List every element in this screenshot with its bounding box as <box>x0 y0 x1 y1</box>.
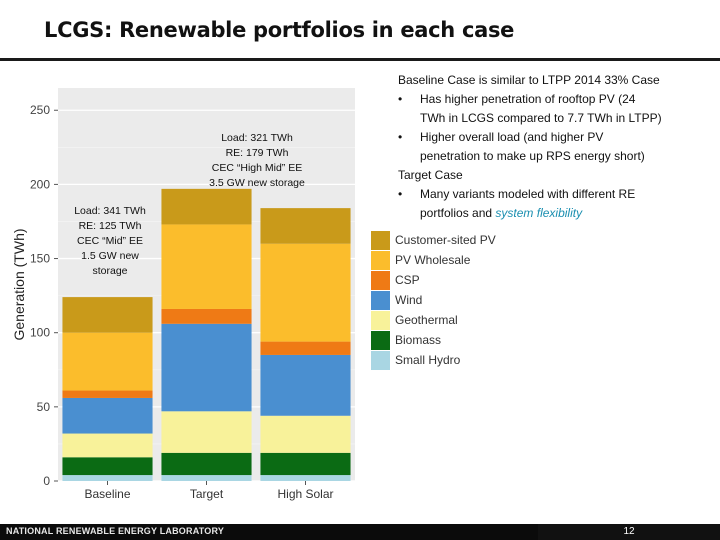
bar-segment <box>62 475 153 481</box>
legend-label: CSP <box>395 273 420 287</box>
x-tick-label: Baseline <box>84 487 130 501</box>
annotation-line: 3.5 GW new storage <box>209 177 305 189</box>
legend-item: Geothermal <box>371 311 571 331</box>
bar-segment <box>260 243 351 342</box>
x-tick-label: Target <box>190 487 224 501</box>
bar-segment <box>260 354 351 416</box>
baseline-bullet-1-cont: TWh in LCGS compared to 7.7 TWh in LTPP) <box>420 111 662 125</box>
legend-item: Wind <box>371 291 571 311</box>
legend-item: Customer-sited PV <box>371 231 571 251</box>
y-tick-label: 200 <box>30 177 50 191</box>
legend-label: Biomass <box>395 333 442 347</box>
bar-segment <box>161 411 252 453</box>
target-bullet-1-cont: portfolios and system flexibility <box>398 204 716 223</box>
bullet-marker: • <box>398 187 403 201</box>
legend-label: Customer-sited PV <box>395 233 496 247</box>
legend-item: CSP <box>371 271 571 291</box>
page-number: 12 <box>538 524 720 540</box>
footer-lab-name: NATIONAL RENEWABLE ENERGY LABORATORY <box>6 526 225 536</box>
baseline-heading: Baseline Case is similar to LTPP 2014 33… <box>398 73 660 87</box>
y-tick-label: 0 <box>43 474 50 488</box>
y-tick-label: 250 <box>30 103 50 117</box>
bar-segment <box>260 415 351 453</box>
annotation-line: Load: 321 TWh <box>221 132 293 144</box>
legend-swatch <box>371 231 390 250</box>
bullet-marker: • <box>398 130 403 144</box>
bar-segment <box>62 297 153 333</box>
bar-segment <box>161 475 252 481</box>
y-tick-label: 150 <box>30 252 50 266</box>
annotation-line: storage <box>92 265 128 277</box>
legend-swatch <box>371 311 390 330</box>
legend-label: PV Wholesale <box>395 253 471 267</box>
notes-panel: Baseline Case is similar to LTPP 2014 33… <box>398 71 716 223</box>
target-annotation: Load: 321 TWh RE: 179 TWh CEC “High Mid”… <box>190 131 324 191</box>
y-tick-label: 100 <box>30 326 50 340</box>
baseline-annotation: Load: 341 TWh RE: 125 TWh CEC “Mid” EE 1… <box>62 204 158 279</box>
legend-swatch <box>371 331 390 350</box>
bullet-marker: • <box>398 92 403 106</box>
bar-segment <box>62 433 153 458</box>
legend-item: Biomass <box>371 331 571 351</box>
annotation-line: RE: 179 TWh <box>225 147 289 159</box>
legend-label: Geothermal <box>395 313 458 327</box>
target-bullet-1: • Many variants modeled with different RE <box>398 185 716 204</box>
bar-segment <box>161 188 252 225</box>
y-axis-title: Generation (TWh) <box>11 228 27 340</box>
bar-segment <box>260 208 351 244</box>
bar-segment <box>62 457 153 476</box>
baseline-bullet-2-cont: penetration to make up RPS energy short) <box>420 149 645 163</box>
annotation-line: 1.5 GW new <box>81 250 139 262</box>
annotation-line: Load: 341 TWh <box>74 205 146 217</box>
target-heading: Target Case <box>398 168 463 182</box>
annotation-line: CEC “High Mid” EE <box>211 162 303 174</box>
legend-item: PV Wholesale <box>371 251 571 271</box>
baseline-bullet-1: • Has higher penetration of rooftop PV (2… <box>398 90 716 109</box>
legend-label: Small Hydro <box>395 353 461 367</box>
footer-bar: NATIONAL RENEWABLE ENERGY LABORATORY 12 <box>0 524 720 540</box>
bullet-text: Has higher penetration of rooftop PV (24 <box>420 92 636 106</box>
bullet-text: Higher overall load (and higher PV <box>420 130 604 144</box>
bar-segment <box>161 224 252 309</box>
chart-legend: Customer-sited PV PV Wholesale CSP Wind Geot… <box>371 231 571 371</box>
bullet-text: portfolios and <box>420 206 496 220</box>
bar-segment <box>161 452 252 476</box>
legend-swatch <box>371 351 390 370</box>
baseline-bullet-2: • Higher overall load (and higher PV <box>398 128 716 147</box>
legend-label: Wind <box>395 293 423 307</box>
stacked-bar-chart: 0 50 100 150 200 250 Generation (TWh) Baseline T… <box>11 88 355 501</box>
slide-title: LCGS: Renewable portfolios in each case <box>44 18 515 42</box>
bar-segment <box>62 332 153 391</box>
y-tick-label: 50 <box>37 400 51 414</box>
legend-swatch <box>371 251 390 270</box>
x-tick-label: High Solar <box>277 487 333 501</box>
bar-segment <box>260 452 351 476</box>
bullet-text: Many variants modeled with different RE <box>420 187 636 201</box>
bar-segment <box>161 323 252 412</box>
legend-swatch <box>371 291 390 310</box>
bar-segment <box>62 397 153 434</box>
bar-segment <box>161 308 252 324</box>
annotation-line: CEC “Mid” EE <box>77 235 143 247</box>
bar-segment <box>62 390 153 398</box>
bar-segment <box>260 475 351 481</box>
annotation-line: RE: 125 TWh <box>78 220 142 232</box>
title-divider <box>0 58 720 61</box>
bar-segment <box>260 341 351 355</box>
legend-item: Small Hydro <box>371 351 571 371</box>
legend-swatch <box>371 271 390 290</box>
system-flexibility-highlight: system flexibility <box>495 206 583 220</box>
